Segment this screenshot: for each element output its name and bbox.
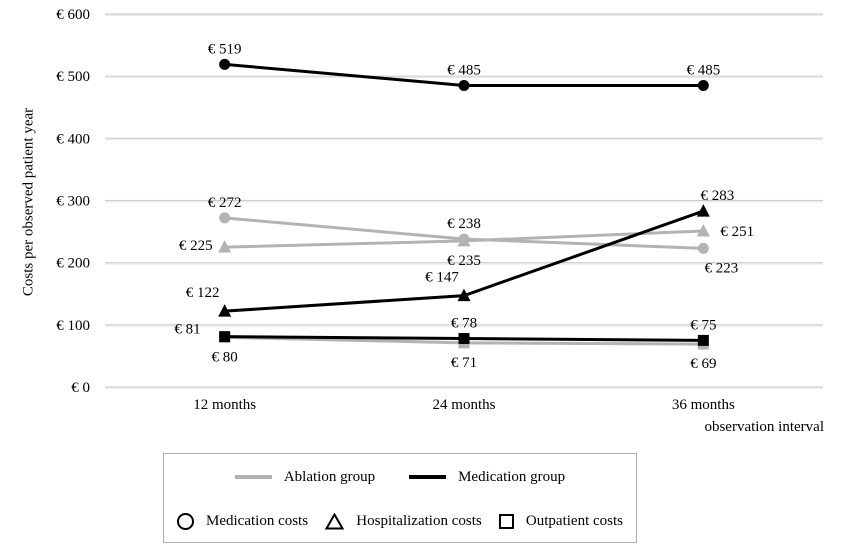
data-point-marker-circle [458, 79, 470, 91]
data-point-marker-circle [219, 58, 231, 70]
y-tick-label: € 400 [56, 131, 90, 147]
legend-group-label: Ablation group [283, 468, 376, 485]
legend-marker-square: Outpatient costs [498, 512, 623, 530]
legend-group-label: Medication group [458, 468, 566, 485]
data-point-label: € 485 [447, 62, 481, 78]
data-point-label: € 78 [451, 316, 477, 332]
legend-group-row: Ablation group Medication group [164, 467, 636, 487]
x-tick-label: 24 months [433, 397, 496, 413]
legend-box: Ablation group Medication group Medicatio… [163, 453, 637, 543]
legend-group-ablation-group: Ablation group [234, 468, 376, 486]
y-tick-label: € 600 [56, 7, 90, 23]
data-point-marker-triangle [457, 288, 471, 302]
data-point-label: € 75 [690, 317, 716, 333]
data-point-label: € 225 [179, 238, 213, 254]
data-point-label: € 71 [451, 355, 477, 371]
data-point-label: € 223 [704, 260, 738, 276]
data-point-marker-circle [458, 233, 470, 245]
y-tick-label: € 500 [56, 69, 90, 85]
triangle-marker-icon [325, 511, 345, 530]
x-tick-label: 12 months [193, 397, 256, 413]
line-chart-plot: € 0 € 100 € 200 € 300 € 400 € 500 € 600 12 mont… [56, 7, 823, 413]
data-point-label: € 80 [212, 349, 238, 365]
data-point-label: € 122 [186, 285, 220, 301]
data-point-label: € 69 [690, 356, 716, 372]
square-marker-icon [498, 513, 514, 529]
x-tick-label: 36 months [672, 397, 735, 413]
data-point-label: € 235 [447, 253, 481, 269]
legend-marker-label: Hospitalization costs [356, 512, 482, 529]
data-point-marker-square [458, 333, 470, 345]
y-tick-label: € 100 [56, 318, 90, 334]
data-point-marker-triangle [696, 223, 710, 237]
legend-marker-label: Medication costs [206, 512, 309, 529]
legend-group-medication-group: Medication group [409, 469, 565, 486]
data-point-marker-square [219, 331, 231, 343]
x-axis-title: observation interval [704, 419, 824, 435]
data-point-marker-triangle [696, 204, 710, 217]
legend-marker-triangle: Hospitalization costs [325, 511, 482, 530]
data-point-label: € 81 [174, 322, 200, 338]
legend-marker-row: Medication costs Hospitalization costs Out… [164, 511, 636, 531]
data-point-marker-triangle [218, 304, 232, 317]
data-point-marker-triangle [218, 240, 232, 253]
data-point-marker-circle [219, 212, 231, 224]
legend-marker-label: Outpatient costs [525, 512, 623, 529]
data-point-label: € 272 [208, 195, 242, 211]
data-point-label: € 485 [686, 62, 720, 78]
data-point-label: € 283 [700, 188, 734, 204]
data-point-label: € 519 [208, 41, 242, 57]
gridlines [105, 13, 823, 389]
legend-line-swatch [234, 475, 272, 479]
y-axis-title: Costs per observed patient year [20, 107, 37, 297]
data-point-label: € 251 [720, 224, 754, 240]
data-point-marker-circle [697, 79, 709, 91]
y-tick-label: € 300 [56, 194, 90, 210]
y-tick-label: € 0 [71, 380, 90, 396]
y-tick-label: € 200 [56, 256, 90, 272]
data-point-marker-circle [697, 242, 709, 254]
legend-line-swatch [409, 475, 447, 479]
data-point-label: € 147 [425, 270, 459, 286]
legend-marker-circle: Medication costs [177, 512, 309, 530]
data-point-marker-square [697, 334, 709, 346]
data-point-label: € 238 [447, 216, 481, 232]
circle-marker-icon [177, 512, 194, 530]
